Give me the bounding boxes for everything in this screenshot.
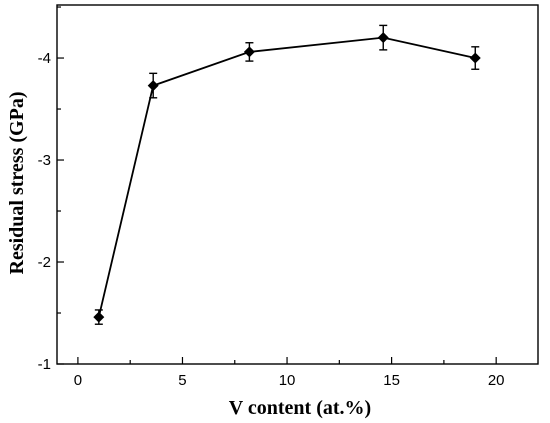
plot-area bbox=[56, 4, 539, 365]
y-tick-label: -4 bbox=[38, 50, 51, 67]
plot-frame bbox=[56, 4, 539, 365]
x-tick-label: 20 bbox=[488, 372, 505, 389]
x-tick-label: 15 bbox=[383, 372, 400, 389]
data-series bbox=[93, 24, 481, 325]
data-point bbox=[469, 52, 481, 64]
data-point bbox=[147, 80, 159, 92]
series-line bbox=[97, 36, 476, 318]
data-point bbox=[243, 46, 255, 58]
x-tick-label: 10 bbox=[279, 372, 296, 389]
y-tick-label: -1 bbox=[38, 356, 51, 373]
x-tick-label: 0 bbox=[74, 372, 82, 389]
x-axis: 0 5 10 15 20 bbox=[74, 357, 505, 389]
y-tick-label: -3 bbox=[38, 152, 51, 169]
data-point bbox=[377, 32, 389, 44]
y-tick-label: -2 bbox=[38, 254, 51, 271]
x-axis-title: V content (at.%) bbox=[229, 397, 371, 419]
x-tick-label: 5 bbox=[178, 372, 186, 389]
data-point bbox=[93, 311, 105, 323]
y-axis: -1 -2 -3 -4 bbox=[38, 6, 64, 373]
y-axis-title: Residual stress (GPa) bbox=[6, 92, 28, 275]
